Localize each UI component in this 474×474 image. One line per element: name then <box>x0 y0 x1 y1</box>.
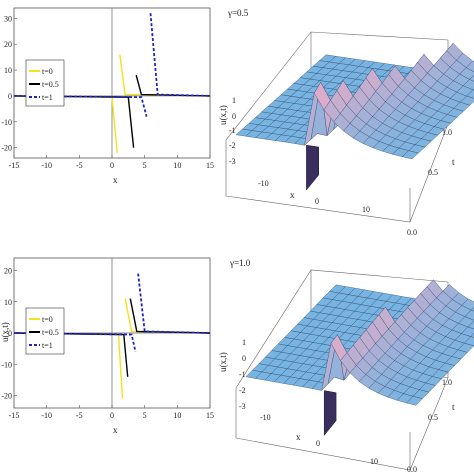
y-tick-label: 30 <box>4 14 12 23</box>
surface-patch <box>467 320 474 330</box>
z-tick: 0 <box>232 112 236 121</box>
x-tick-label: 10 <box>173 411 181 420</box>
x-tick-label: 15 <box>206 411 214 420</box>
x-tick: 0 <box>316 439 320 448</box>
series-line-t05 <box>129 298 211 334</box>
t-tick: 0.5 <box>428 413 438 422</box>
x-tick-label: -5 <box>76 161 83 170</box>
x-tick-label: 0 <box>110 411 114 420</box>
series-line-t0 <box>124 298 211 334</box>
z-tick: -3 <box>229 157 236 166</box>
series-line-t1 <box>137 273 211 334</box>
x-tick-label: 10 <box>173 161 181 170</box>
z-tick: -2 <box>229 141 236 150</box>
x-tick-label: 5 <box>143 411 147 420</box>
surface-patch <box>406 396 423 406</box>
x-tick-label: -10 <box>41 161 52 170</box>
y-axis-label: u(x,t) <box>0 322 10 342</box>
surface-patch <box>401 150 419 160</box>
x-tick: 10 <box>362 205 370 214</box>
y-tick-label: -20 <box>1 392 12 401</box>
x-axis-label: x <box>290 190 295 200</box>
z-axis-label: u(x,t) <box>218 105 228 125</box>
x-tick-label: -10 <box>41 411 52 420</box>
legend-label-t1: t=1 <box>42 93 53 102</box>
x-tick-label: 15 <box>206 161 214 170</box>
y-tick-label: -20 <box>1 144 12 153</box>
y-tick-label: -10 <box>1 118 12 127</box>
surface-spike <box>306 144 319 191</box>
z-axis-label: u(x,t) <box>218 352 228 372</box>
z-tick: -3 <box>239 402 246 411</box>
z-tick: -2 <box>239 386 246 395</box>
y-tick-label: 0 <box>8 92 12 101</box>
t-tick: 0.0 <box>407 228 417 237</box>
t-tick: 1.0 <box>442 378 452 387</box>
x-tick-label: 5 <box>143 161 147 170</box>
t-tick: 0.5 <box>428 168 438 177</box>
y-tick-label: -10 <box>1 360 12 369</box>
series-line-t1 <box>149 13 211 97</box>
x-axis-label: x <box>113 425 118 435</box>
z-tick: 0 <box>242 354 246 363</box>
legend-label-t0: t=0 <box>42 67 53 76</box>
z-tick: -1 <box>239 370 246 379</box>
x-tick: -10 <box>260 413 271 422</box>
y-tick-label: 20 <box>4 40 12 49</box>
x-tick-label: -15 <box>9 161 20 170</box>
surface-title: γ=0.5 <box>227 8 249 18</box>
x-axis-label: x <box>113 175 118 185</box>
series-line-t0 <box>119 54 211 97</box>
x-tick-label: 0 <box>110 161 114 170</box>
x-tick: 10 <box>370 457 378 466</box>
t-tick: 0.0 <box>407 465 417 474</box>
x-tick: -10 <box>258 179 269 188</box>
surface-spike <box>323 390 337 437</box>
surface-title: γ=1.0 <box>229 258 251 268</box>
x-tick: 0 <box>315 197 319 206</box>
surface-bottom-right: γ=1.0 u(x,t) 1 0 -1 -2 -3 -10 0 10 x 0.0… <box>218 258 474 474</box>
legend-label-t1: t=1 <box>42 341 53 350</box>
legend-label-t05: t=0.5 <box>42 80 59 89</box>
z-tick: 1 <box>232 96 236 105</box>
y-tick-label: 20 <box>4 267 12 276</box>
z-tick: -1 <box>229 126 236 135</box>
legend: t=0 t=0.5 t=1 <box>25 307 65 355</box>
t-axis-label: t <box>452 157 455 167</box>
y-tick-label: 0 <box>8 329 12 338</box>
legend: t=0 t=0.5 t=1 <box>25 59 65 107</box>
series-line-t05 <box>135 75 211 97</box>
legend-label-t05: t=0.5 <box>42 328 59 337</box>
y-tick-label: 10 <box>4 298 12 307</box>
x-axis-label: x <box>296 432 301 442</box>
surface-top-right: γ=0.5 u(x,t) 1 0 -1 -2 -3 -10 0 10 x 0.0… <box>218 8 474 237</box>
x-tick-label: -5 <box>76 411 83 420</box>
t-axis-label: t <box>452 402 455 412</box>
t-tick: 1.0 <box>442 128 452 137</box>
z-tick: 1 <box>242 338 246 347</box>
legend-label-t0: t=0 <box>42 315 53 324</box>
series-line-t1 <box>13 332 137 352</box>
x-tick-label: -15 <box>9 411 20 420</box>
plot-top-left: -15 -10 -5 0 5 10 15 -20 -10 0 10 20 30 t=0 t=0.5 t=… <box>1 7 214 185</box>
y-tick-label: 10 <box>4 66 12 75</box>
surface-patch <box>470 333 474 338</box>
